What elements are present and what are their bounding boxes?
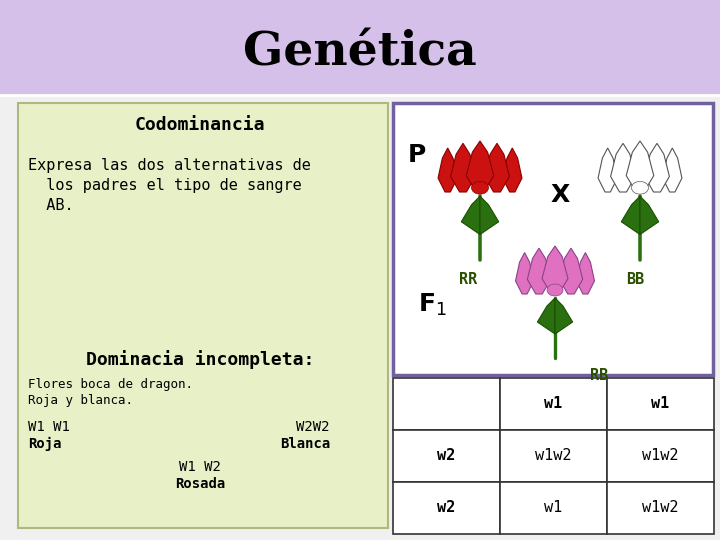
Polygon shape: [451, 143, 475, 192]
Text: Flores boca de dragon.: Flores boca de dragon.: [28, 378, 193, 391]
Bar: [0, 0, 720, 95]
Bar: [607, 430, 714, 482]
Text: BB: BB: [626, 272, 644, 287]
Text: F$_1$: F$_1$: [418, 292, 447, 318]
Polygon shape: [485, 143, 509, 192]
Polygon shape: [438, 148, 457, 192]
Bar: [607, 482, 714, 534]
Polygon shape: [640, 196, 659, 234]
Text: w2: w2: [437, 449, 456, 463]
Polygon shape: [621, 196, 640, 234]
Polygon shape: [503, 148, 522, 192]
Polygon shape: [644, 143, 670, 192]
Bar: [500, 482, 607, 534]
Bar: [393, 103, 713, 375]
Text: P: P: [408, 143, 426, 167]
Text: w1w2: w1w2: [642, 501, 679, 516]
Ellipse shape: [472, 181, 488, 194]
Text: Roja: Roja: [28, 437, 61, 451]
Text: AB.: AB.: [28, 198, 73, 213]
Bar: [18, 103, 388, 528]
Text: Codominancia: Codominancia: [135, 116, 265, 134]
Text: w2: w2: [437, 501, 456, 516]
Polygon shape: [462, 196, 480, 234]
Polygon shape: [542, 246, 568, 294]
Polygon shape: [611, 143, 635, 192]
Polygon shape: [598, 148, 617, 192]
Ellipse shape: [547, 284, 563, 296]
Polygon shape: [559, 248, 582, 294]
Polygon shape: [467, 141, 494, 192]
Polygon shape: [555, 298, 572, 334]
Text: w1w2: w1w2: [535, 449, 572, 463]
Polygon shape: [480, 196, 499, 234]
Text: w1w2: w1w2: [642, 449, 679, 463]
Polygon shape: [537, 298, 555, 334]
Text: w1: w1: [544, 396, 562, 411]
Text: Expresa las dos alternativas de: Expresa las dos alternativas de: [28, 158, 311, 173]
Bar: [500, 430, 607, 482]
Text: Roja y blanca.: Roja y blanca.: [28, 394, 133, 407]
Ellipse shape: [631, 181, 649, 194]
Bar: [500, 378, 607, 430]
Bar: [393, 482, 500, 534]
Text: w1: w1: [544, 501, 562, 516]
Text: Dominacia incompleta:: Dominacia incompleta:: [86, 350, 314, 369]
Text: RB: RB: [590, 368, 608, 383]
Text: los padres el tipo de sangre: los padres el tipo de sangre: [28, 178, 302, 193]
Bar: [393, 430, 500, 482]
Polygon shape: [576, 253, 595, 294]
Text: RR: RR: [459, 272, 477, 287]
Polygon shape: [527, 248, 551, 294]
Text: Blanca: Blanca: [280, 437, 330, 451]
Text: W2W2: W2W2: [297, 420, 330, 434]
Text: X: X: [550, 183, 570, 207]
Polygon shape: [626, 141, 654, 192]
Bar: [393, 378, 500, 430]
Bar: [607, 378, 714, 430]
Text: Rosada: Rosada: [175, 477, 225, 491]
Text: Genética: Genética: [243, 29, 477, 75]
Text: w1: w1: [652, 396, 670, 411]
Polygon shape: [516, 253, 534, 294]
Text: W1 W2: W1 W2: [179, 460, 221, 474]
Polygon shape: [662, 148, 682, 192]
Text: W1 W1: W1 W1: [28, 420, 70, 434]
